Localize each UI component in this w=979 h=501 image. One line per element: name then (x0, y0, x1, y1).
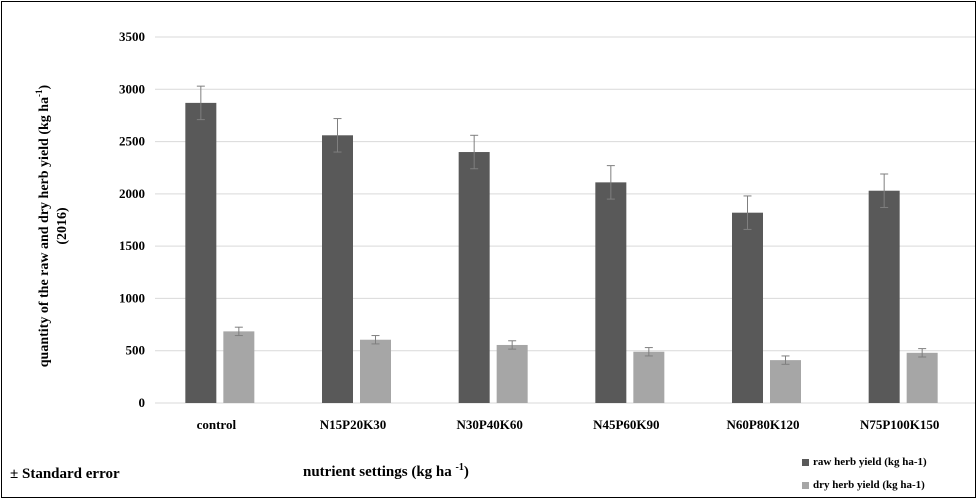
y-axis-title: quantity of the raw and dry herb yield (… (34, 84, 52, 367)
y-tick-label: 3000 (119, 81, 145, 96)
bars (185, 85, 938, 403)
y-tick-label: 3500 (119, 29, 145, 44)
bar-dry (360, 339, 391, 403)
y-tick-label: 500 (126, 343, 146, 358)
y-tick-label: 0 (139, 395, 146, 410)
legend-label-dry: dry herb yield (kg ha-1) (813, 479, 925, 491)
y-tick-label: 2000 (119, 186, 145, 201)
x-tick-label: N15P20K30 (320, 417, 386, 432)
bar-raw (868, 190, 900, 403)
bar-dry (633, 351, 665, 403)
gridlines (155, 36, 975, 404)
legend-item-dry: dry herb yield (kg ha-1) (802, 479, 925, 491)
bar-raw (185, 102, 217, 403)
bar-raw (322, 135, 353, 403)
x-tick-label: N30P40K60 (456, 417, 522, 432)
y-tick-label: 1000 (119, 290, 145, 305)
legend-item-raw: raw herb yield (kg ha-1) (802, 456, 927, 468)
x-axis-title: nutrient settings (kg ha -1) (303, 462, 469, 480)
legend-swatch-dry (802, 481, 809, 489)
y-tick-label: 1500 (119, 238, 145, 253)
y-tick-label: 2500 (119, 134, 145, 149)
legend-swatch-raw (802, 458, 809, 466)
y-axis-ticks: 0 500 1000 1500 2000 2500 3000 3500 (119, 29, 145, 410)
x-tick-label: N75P100K150 (860, 417, 939, 432)
x-axis-ticks: control N15P20K30 N30P40K60 N45P60K90 N60P80… (197, 417, 940, 432)
x-tick-label: N45P60K90 (593, 417, 659, 432)
bar-dry (906, 352, 938, 403)
x-tick-label: control (197, 417, 237, 432)
bar-dry (496, 344, 528, 403)
bar-dry (223, 331, 255, 403)
y-axis-subtitle: (2016) (55, 207, 70, 245)
bar-raw (595, 182, 627, 403)
x-tick-label: N60P80K120 (727, 417, 800, 432)
bar-dry (770, 360, 801, 403)
legend-label-raw: raw herb yield (kg ha-1) (813, 456, 927, 468)
bar-raw (732, 212, 763, 403)
standard-error-note: ± Standard error (10, 466, 120, 482)
bar-raw (458, 152, 490, 403)
